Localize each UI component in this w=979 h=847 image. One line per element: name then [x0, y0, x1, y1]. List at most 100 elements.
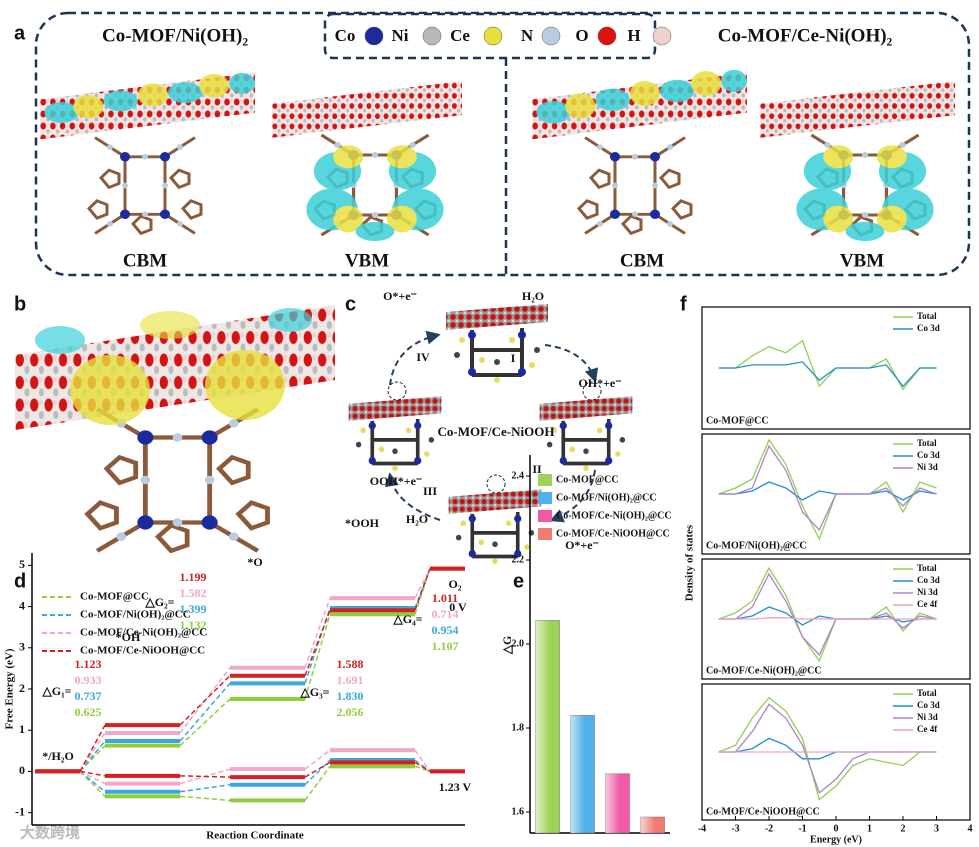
legend-label: Total: [917, 563, 937, 573]
legend-label: Total: [917, 688, 937, 698]
legend-label: Co-MOF/Ce-Ni(OH)₂@CC: [80, 627, 207, 639]
caption: CBM: [123, 250, 167, 271]
site: [582, 381, 602, 401]
subplot-title: Co-MOF@CC: [706, 415, 769, 426]
legend-label: Co-MOF/Ni(OH)₂@CC: [80, 609, 191, 621]
cycle-label: H₂O: [522, 289, 544, 303]
dg-label: 1.107: [432, 639, 459, 653]
connector: [179, 698, 231, 747]
state-label: *OH: [116, 630, 141, 644]
legend-label: Co 3d: [917, 323, 940, 333]
connector: [414, 568, 431, 599]
dg-label: 0.714: [432, 607, 459, 621]
state-label: *O: [247, 555, 262, 569]
dg-label: 1.830: [337, 689, 364, 703]
legend-swatch: [538, 528, 552, 540]
legend-label: Co-MOF/Ce-NiOOH@CC: [556, 528, 670, 539]
connector: [304, 614, 331, 700]
legend-label: H: [627, 26, 640, 45]
legend-label: Ni 3d: [917, 587, 938, 597]
cycle-label: I: [511, 351, 516, 365]
bar-shine: [570, 715, 595, 833]
legend-label: Co-MOF@CC: [556, 474, 619, 485]
subplot-title: Co-MOF/Ce-NiOOH@CC: [706, 806, 820, 817]
x-tick-label: 1: [867, 823, 872, 834]
legend-label: Co-MOF/Ni(OH)₂@CC: [556, 492, 657, 503]
dg-label: 1.588: [337, 657, 364, 671]
watermark: 大数跨境: [20, 824, 80, 842]
x-tick-label: 3: [934, 823, 939, 834]
connector: [79, 745, 106, 772]
dg-label: 2.056: [337, 705, 364, 719]
connector: [79, 732, 106, 772]
x-axis-label: Energy (eV): [810, 834, 862, 845]
legend-label: O: [575, 26, 588, 45]
dg-label: 0.737: [75, 689, 102, 703]
connector: [79, 770, 106, 785]
subplot-frame: [701, 433, 971, 555]
legend-label: Co-MOF/Ce-Ni(OH)₂@CC: [556, 510, 672, 521]
dg-label: 1.132: [180, 618, 207, 632]
cycle-label: OH*+e⁻: [578, 376, 621, 390]
cycle-arrows: [384, 330, 599, 523]
delta-label: △G₁=: [42, 684, 72, 698]
y-tick-label: 2.2: [512, 554, 525, 565]
connector: [304, 597, 331, 669]
y-tick-label: 4: [19, 598, 25, 612]
y-tick-label: 5: [19, 557, 25, 571]
legend-swatch: [538, 492, 552, 504]
delta-label: △G₄=: [393, 612, 423, 626]
structure-title: Co-MOF/Ni(OH)₂: [102, 25, 248, 46]
connector: [179, 784, 231, 793]
dos-line: [718, 737, 937, 760]
structure-title: Co-MOF/Ce-Ni(OH)₂: [718, 25, 893, 46]
legend-label: Co 3d: [917, 700, 940, 710]
state-label: */H₂O: [42, 749, 74, 763]
legend-label: Total: [917, 311, 937, 321]
connector: [304, 759, 331, 786]
panel-label: a: [14, 22, 26, 44]
connector: [79, 740, 106, 772]
dos-line: [718, 696, 937, 801]
cycle-label: O*+e⁻: [565, 538, 599, 552]
site: [387, 381, 407, 401]
state-label: O₂: [449, 577, 462, 591]
y-tick-label: 1.8: [512, 722, 525, 733]
legend-swatch: [422, 26, 442, 46]
panel-label: c: [345, 293, 356, 315]
caption: CBM: [620, 250, 664, 271]
y-tick-label: 1: [19, 722, 25, 736]
dg-label: 1.123: [75, 657, 102, 671]
dg-label: 1.011: [432, 591, 458, 605]
dg-label: 1.691: [337, 673, 364, 687]
legend-swatch: [483, 26, 503, 46]
legend-label: Ce 4f: [917, 599, 938, 609]
connector: [179, 775, 231, 778]
dg-label: 1.199: [180, 570, 207, 584]
caption: VBM: [345, 250, 389, 271]
cycle-label: III: [423, 484, 437, 498]
x-tick-label: -4: [698, 823, 706, 834]
x-tick-label: -1: [798, 823, 806, 834]
y-tick-label: 1.6: [512, 806, 525, 817]
bar-shine: [640, 817, 665, 833]
y-tick-label: 0: [19, 763, 25, 777]
legend-label: Ni: [392, 26, 409, 45]
x-tick-label: 2: [901, 823, 906, 834]
connector: [304, 765, 331, 801]
connector: [179, 682, 231, 742]
dos-line: [718, 438, 937, 541]
x-axis-label: Reaction Coordinate: [206, 830, 304, 842]
subplot-title: Co-MOF/Ce-Ni(OH)₂@CC: [706, 665, 822, 676]
legend-label: Total: [917, 438, 937, 448]
cycle-label: II: [532, 462, 542, 476]
subplot-frame: [701, 306, 971, 430]
y-axis-label: Density of states: [684, 524, 696, 601]
potential-label: 1.23 V: [439, 780, 472, 794]
dos-line: [718, 339, 937, 391]
connector: [414, 761, 431, 773]
dos-line: [718, 606, 937, 626]
state-label: *OOH: [345, 516, 380, 530]
